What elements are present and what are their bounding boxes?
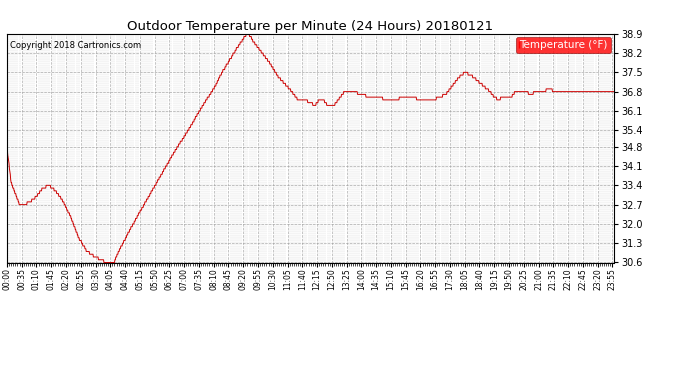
Text: Copyright 2018 Cartronics.com: Copyright 2018 Cartronics.com <box>10 40 141 50</box>
Title: Outdoor Temperature per Minute (24 Hours) 20180121: Outdoor Temperature per Minute (24 Hours… <box>128 20 493 33</box>
Legend: Temperature (°F): Temperature (°F) <box>516 37 611 53</box>
